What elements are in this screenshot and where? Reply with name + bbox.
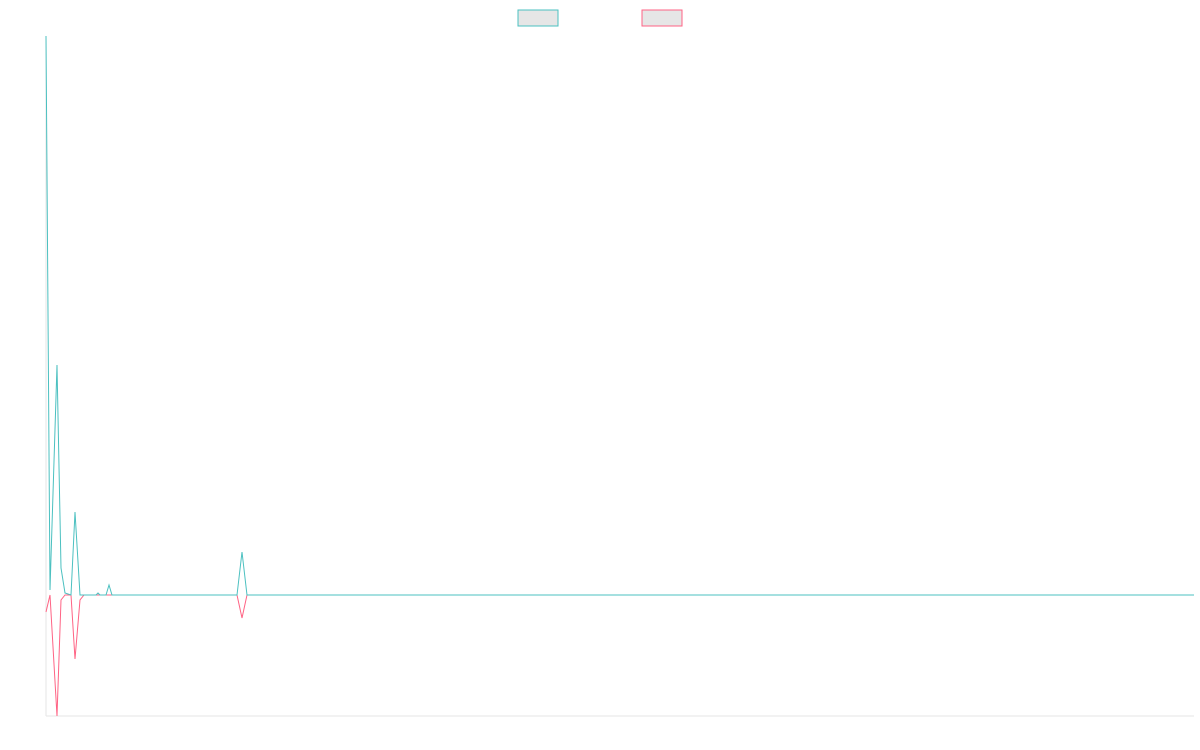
legend-swatch [641, 9, 683, 27]
data-line [45, 35, 1194, 596]
legend-swatch [517, 9, 559, 27]
data-line [45, 594, 1194, 717]
